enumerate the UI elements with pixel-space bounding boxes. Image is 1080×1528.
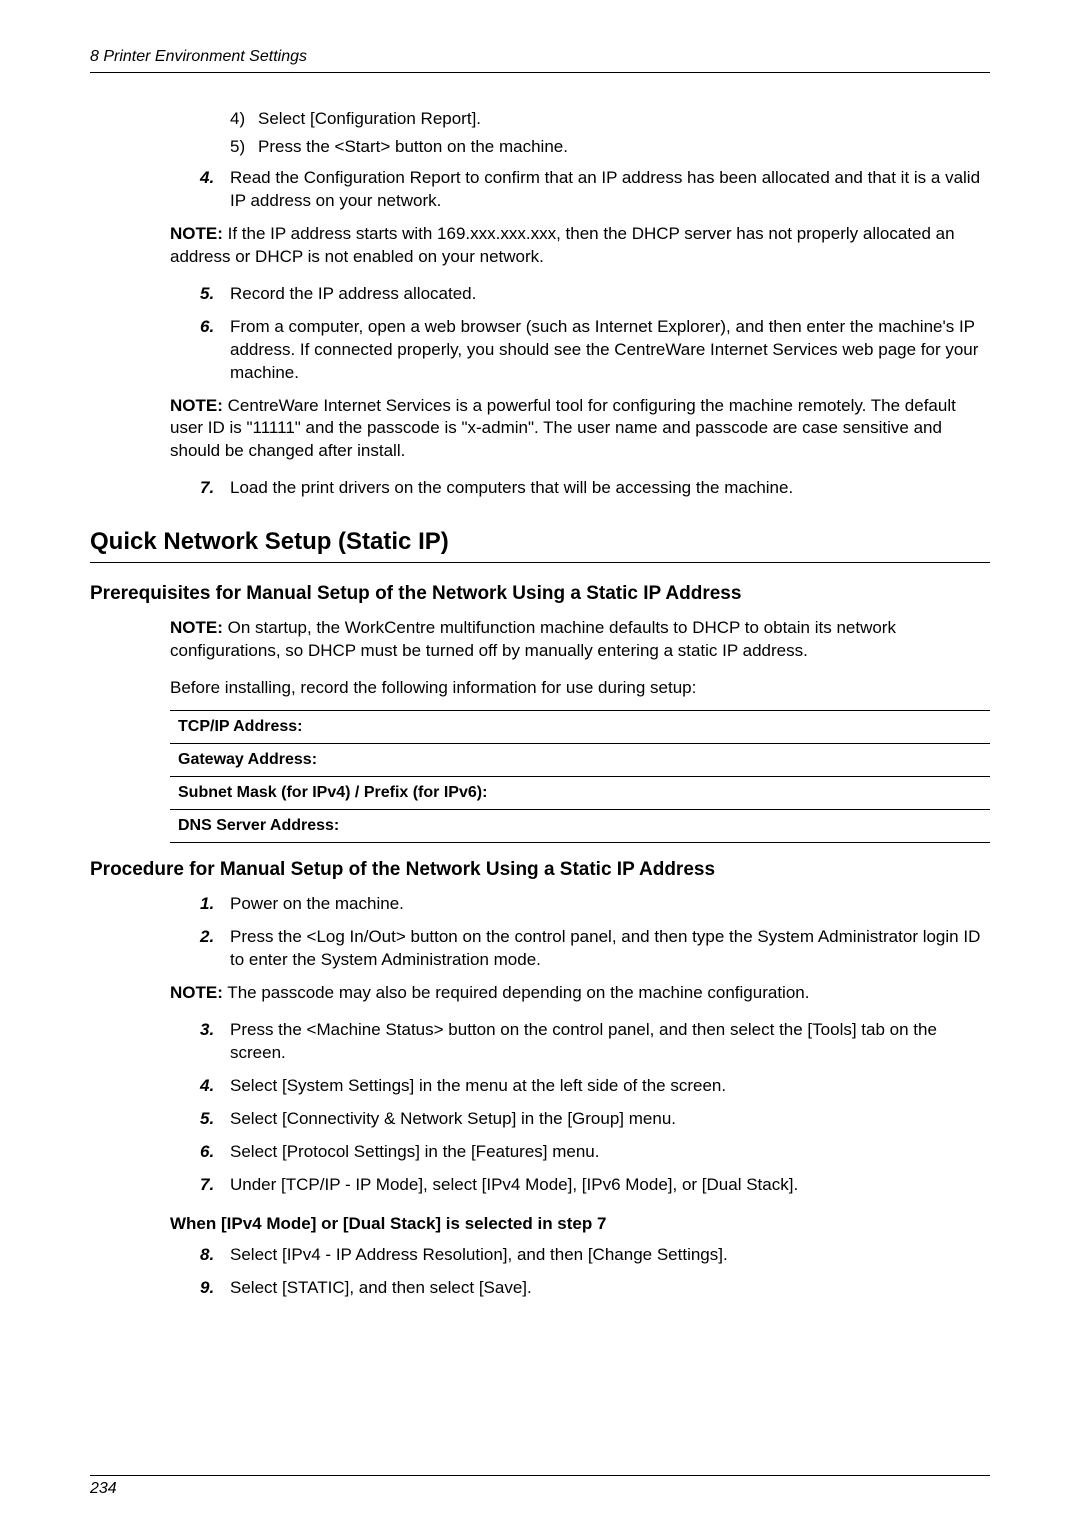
address-table: TCP/IP Address: Gateway Address: Subnet … bbox=[170, 710, 990, 843]
step-text: Select [STATIC], and then select [Save]. bbox=[230, 1277, 532, 1300]
note-text: On startup, the WorkCentre multifunction… bbox=[170, 618, 896, 660]
step-7: 7. Load the print drivers on the compute… bbox=[200, 477, 990, 500]
step-5: 5. Record the IP address allocated. bbox=[200, 283, 990, 306]
proc-step-3: 3. Press the <Machine Status> button on … bbox=[200, 1019, 990, 1065]
proc-step-4: 4. Select [System Settings] in the menu … bbox=[200, 1075, 990, 1098]
substep-5: 5) Press the <Start> button on the machi… bbox=[230, 137, 990, 157]
substep-4: 4) Select [Configuration Report]. bbox=[230, 109, 990, 129]
note-label: NOTE: bbox=[170, 618, 223, 637]
step-text: Select [System Settings] in the menu at … bbox=[230, 1075, 726, 1098]
substep-text: Select [Configuration Report]. bbox=[258, 109, 481, 129]
procedure-heading: Procedure for Manual Setup of the Networ… bbox=[90, 859, 990, 881]
note-text: CentreWare Internet Services is a powerf… bbox=[170, 396, 956, 461]
step-num: 4. bbox=[200, 1075, 230, 1098]
prereq-intro: Before installing, record the following … bbox=[170, 677, 990, 700]
page-footer: 234 bbox=[90, 1475, 990, 1498]
chapter-title: 8 Printer Environment Settings bbox=[90, 48, 307, 65]
table-row: Gateway Address: bbox=[170, 743, 990, 776]
step-num: 9. bbox=[200, 1277, 230, 1300]
note-text: The passcode may also be required depend… bbox=[223, 983, 810, 1002]
note-centreware: NOTE: CentreWare Internet Services is a … bbox=[170, 395, 990, 464]
step-num: 8. bbox=[200, 1244, 230, 1267]
step-text: Load the print drivers on the computers … bbox=[230, 477, 793, 500]
proc-step-2: 2. Press the <Log In/Out> button on the … bbox=[200, 926, 990, 972]
proc-step-1: 1. Power on the machine. bbox=[200, 893, 990, 916]
substep-num: 5) bbox=[230, 137, 258, 157]
step-text: Record the IP address allocated. bbox=[230, 283, 476, 306]
table-row: TCP/IP Address: bbox=[170, 710, 990, 743]
step-text: Select [IPv4 - IP Address Resolution], a… bbox=[230, 1244, 728, 1267]
step-num: 2. bbox=[200, 926, 230, 972]
proc-note: NOTE: The passcode may also be required … bbox=[170, 982, 990, 1005]
step-text: Press the <Machine Status> button on the… bbox=[230, 1019, 990, 1065]
step-num: 5. bbox=[200, 283, 230, 306]
table-row: Subnet Mask (for IPv4) / Prefix (for IPv… bbox=[170, 776, 990, 809]
step-text: Select [Connectivity & Network Setup] in… bbox=[230, 1108, 676, 1131]
prerequisites-section: Prerequisites for Manual Setup of the Ne… bbox=[90, 583, 990, 843]
page-header: 8 Printer Environment Settings bbox=[90, 48, 990, 73]
step-num: 6. bbox=[200, 1141, 230, 1164]
note-label: NOTE: bbox=[170, 983, 223, 1002]
table-row: DNS Server Address: bbox=[170, 809, 990, 843]
note-text: If the IP address starts with 169.xxx.xx… bbox=[170, 224, 955, 266]
page-number: 234 bbox=[90, 1480, 117, 1497]
note-dhcp: NOTE: If the IP address starts with 169.… bbox=[170, 223, 990, 269]
step-num: 5. bbox=[200, 1108, 230, 1131]
note-label: NOTE: bbox=[170, 224, 223, 243]
proc-step-9: 9. Select [STATIC], and then select [Sav… bbox=[200, 1277, 990, 1300]
step-text: Power on the machine. bbox=[230, 893, 404, 916]
proc-step-5: 5. Select [Connectivity & Network Setup]… bbox=[200, 1108, 990, 1131]
substep-num: 4) bbox=[230, 109, 258, 129]
prereq-heading: Prerequisites for Manual Setup of the Ne… bbox=[90, 583, 990, 605]
step-6: 6. From a computer, open a web browser (… bbox=[200, 316, 990, 385]
top-section: 4) Select [Configuration Report]. 5) Pre… bbox=[90, 109, 990, 500]
step-num: 4. bbox=[200, 167, 230, 213]
section-heading: Quick Network Setup (Static IP) bbox=[90, 528, 449, 555]
substep-text: Press the <Start> button on the machine. bbox=[258, 137, 568, 157]
step-text: Select [Protocol Settings] in the [Featu… bbox=[230, 1141, 599, 1164]
step-text: Read the Configuration Report to confirm… bbox=[230, 167, 990, 213]
note-label: NOTE: bbox=[170, 396, 223, 415]
step-text: From a computer, open a web browser (suc… bbox=[230, 316, 990, 385]
step-num: 1. bbox=[200, 893, 230, 916]
step-num: 6. bbox=[200, 316, 230, 385]
proc-step-7: 7. Under [TCP/IP - IP Mode], select [IPv… bbox=[200, 1174, 990, 1197]
proc-step-8: 8. Select [IPv4 - IP Address Resolution]… bbox=[200, 1244, 990, 1267]
prereq-note: NOTE: On startup, the WorkCentre multifu… bbox=[170, 617, 990, 663]
step-text: Press the <Log In/Out> button on the con… bbox=[230, 926, 990, 972]
step-num: 7. bbox=[200, 1174, 230, 1197]
procedure-section: Procedure for Manual Setup of the Networ… bbox=[90, 859, 990, 1300]
step-text: Under [TCP/IP - IP Mode], select [IPv4 M… bbox=[230, 1174, 798, 1197]
ipv4-subheading: When [IPv4 Mode] or [Dual Stack] is sele… bbox=[170, 1214, 990, 1234]
step-num: 3. bbox=[200, 1019, 230, 1065]
step-4: 4. Read the Configuration Report to conf… bbox=[200, 167, 990, 213]
section-heading-region: Quick Network Setup (Static IP) bbox=[90, 528, 990, 563]
step-num: 7. bbox=[200, 477, 230, 500]
proc-step-6: 6. Select [Protocol Settings] in the [Fe… bbox=[200, 1141, 990, 1164]
